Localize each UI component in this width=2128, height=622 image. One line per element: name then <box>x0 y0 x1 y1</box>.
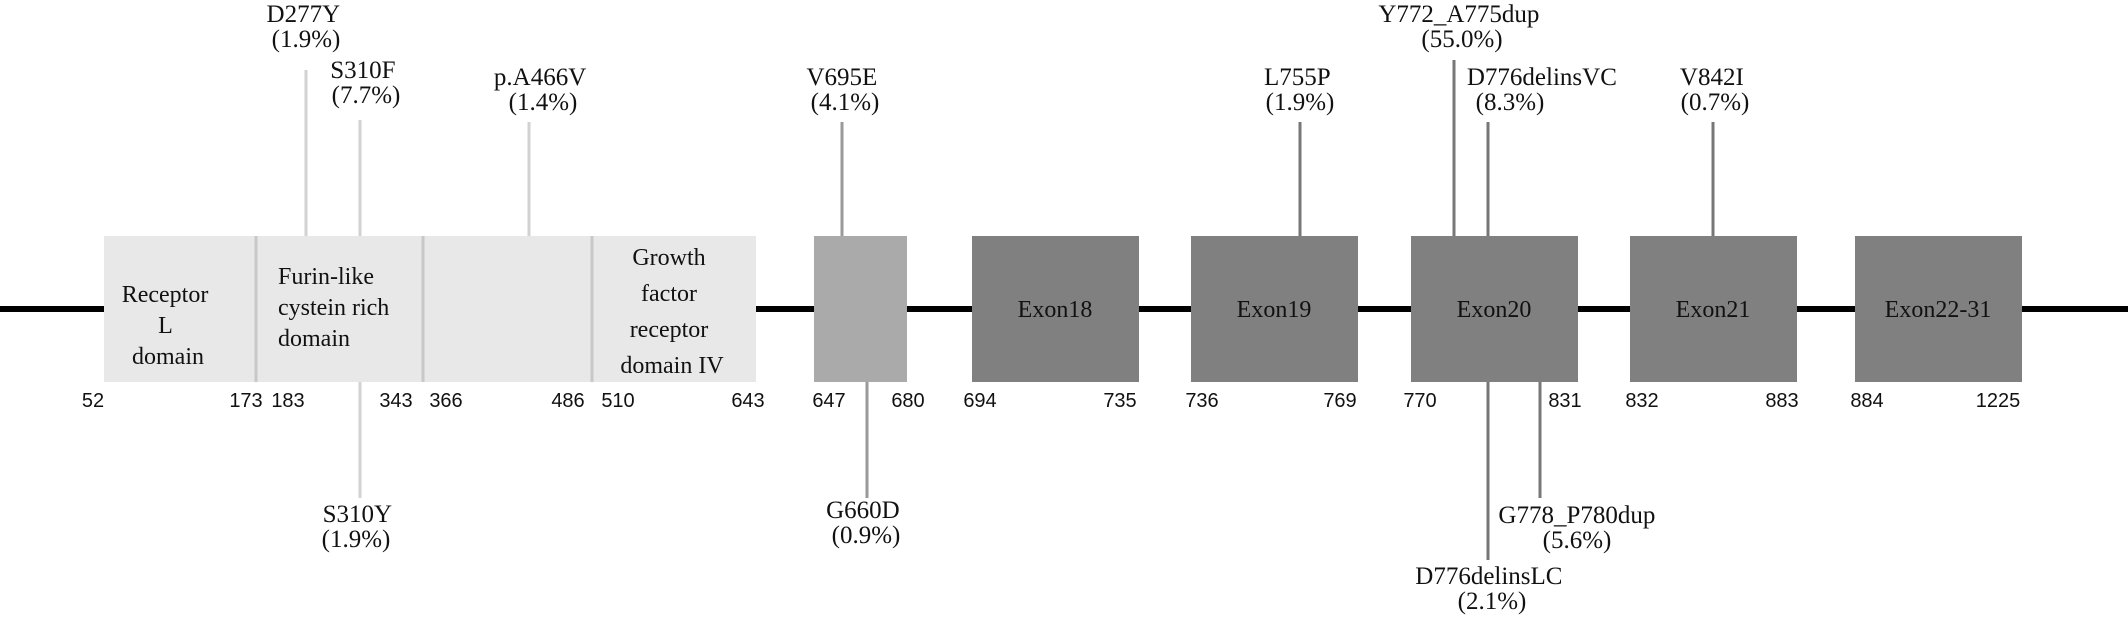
exon20-label: Exon20 <box>1457 297 1532 323</box>
mutation-label-g660d: G660D (0.9%) <box>826 497 906 549</box>
position-label: 183 <box>271 390 304 412</box>
exon19-box <box>1191 236 1358 382</box>
position-label: 366 <box>429 390 462 412</box>
exon19-label: Exon19 <box>1237 297 1312 323</box>
exon20-box <box>1411 236 1578 382</box>
exon21-box <box>1630 236 1797 382</box>
mutation-label-d776vc: D776delinsVC (8.3%) <box>1467 64 1623 116</box>
position-label: 173 <box>229 390 262 412</box>
position-label: 736 <box>1185 390 1218 412</box>
mutation-label-v695e: V695E (4.1%) <box>806 64 883 116</box>
mutation-label-d277y: D277Y (1.9%) <box>267 1 346 53</box>
extracellular-domain-block <box>104 236 756 382</box>
position-label: 680 <box>891 390 924 412</box>
mutation-label-g778: G778_P780dup (5.6%) <box>1498 502 1661 554</box>
position-label: 831 <box>1548 390 1581 412</box>
position-label: 735 <box>1103 390 1136 412</box>
position-label: 832 <box>1625 390 1658 412</box>
mutation-label-l755p: L755P (1.9%) <box>1264 64 1336 116</box>
mutation-stems <box>304 60 1715 560</box>
position-label: 52 <box>82 390 104 412</box>
exon18-label: Exon18 <box>1018 297 1093 323</box>
position-label: 643 <box>731 390 764 412</box>
position-label: 647 <box>812 390 845 412</box>
position-label: 769 <box>1323 390 1356 412</box>
position-label: 510 <box>601 390 634 412</box>
exon21-label: Exon21 <box>1676 297 1751 323</box>
position-label: 1225 <box>1976 390 2021 412</box>
domain-label-receptor-l: Receptor L domain <box>122 282 215 370</box>
mutation-label-d776lc: D776delinsLC (2.1%) <box>1415 563 1568 615</box>
position-label: 770 <box>1403 390 1436 412</box>
position-label: 694 <box>963 390 996 412</box>
mutation-label-v842i: V842I (0.7%) <box>1680 64 1750 116</box>
exon18-box <box>972 236 1139 382</box>
domain-box-647-680 <box>814 236 907 382</box>
domain-box-extracellular <box>104 236 756 382</box>
position-label: 883 <box>1765 390 1798 412</box>
position-label: 343 <box>379 390 412 412</box>
position-label: 486 <box>551 390 584 412</box>
mutation-label-y772: Y772_A775dup (55.0%) <box>1378 1 1545 53</box>
exon22-31-box <box>1855 236 2022 382</box>
mutation-label-s310f: S310F (7.7%) <box>330 57 402 109</box>
exon22-31-label: Exon22-31 <box>1885 297 1992 323</box>
domain-label-growth-factor-iv: Growth factor receptor domain IV <box>620 245 724 379</box>
mutation-label-a466v: p.A466V (1.4%) <box>494 64 592 116</box>
mutation-label-s310y: S310Y (1.9%) <box>322 501 398 553</box>
position-label: 884 <box>1850 390 1883 412</box>
domain-label-furin-like: Furin-like cystein rich domain <box>278 264 395 352</box>
